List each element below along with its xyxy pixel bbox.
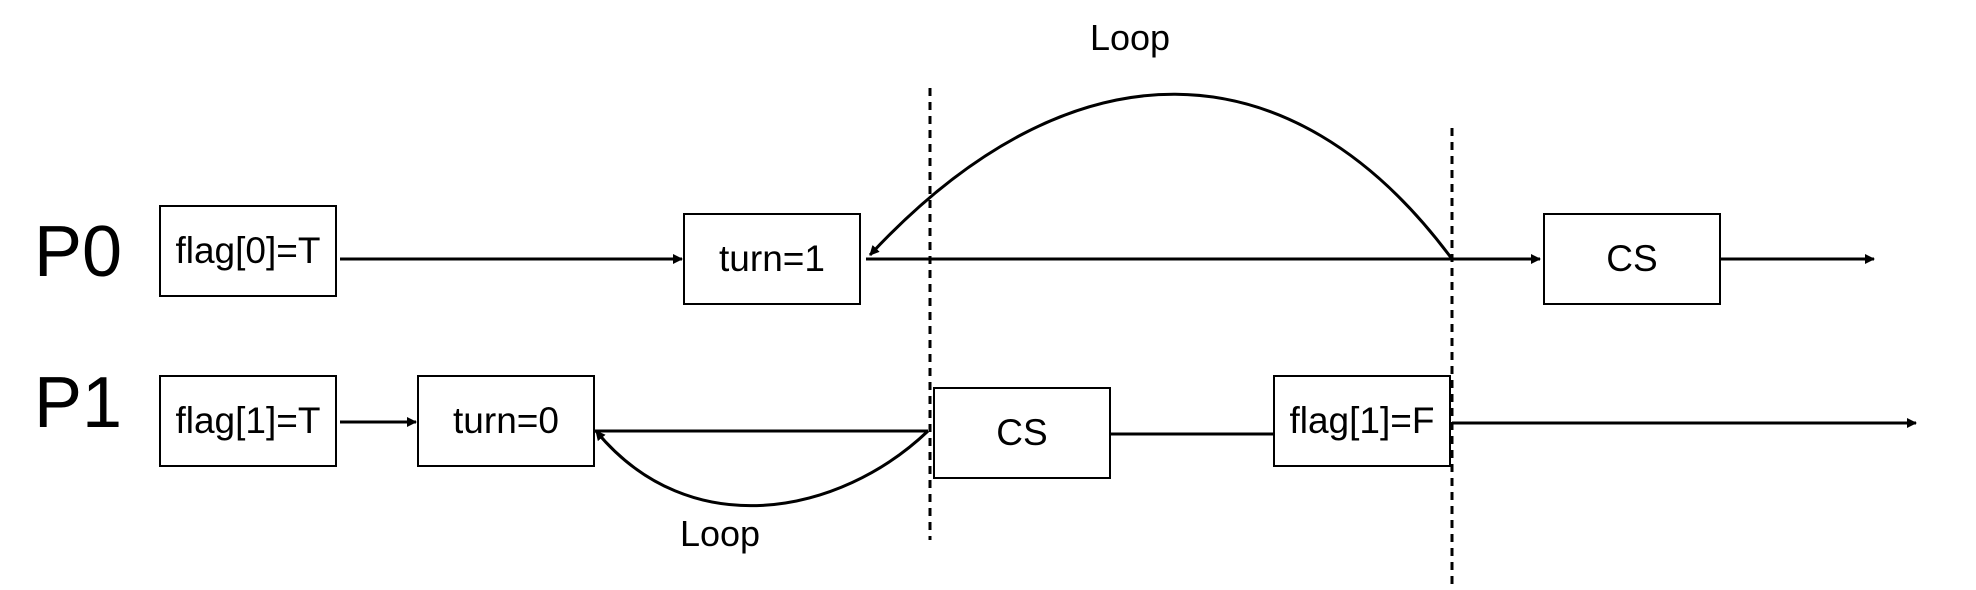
p1-loop-arrow — [594, 429, 930, 508]
p0-turn-label: turn=1 — [719, 238, 825, 279]
loop-label-p0: Loop — [1090, 17, 1170, 58]
p1-flag-false-label: flag[1]=F — [1289, 400, 1434, 441]
p1-turn-label: turn=0 — [453, 400, 559, 441]
p1-turn-box: turn=0 — [417, 375, 595, 467]
p0-cs-box: CS — [1543, 213, 1721, 305]
p1-cs-label: CS — [996, 412, 1047, 453]
loop-label-p1: Loop — [680, 513, 760, 554]
p0-flag-box: flag[0]=T — [159, 205, 337, 297]
p0-loop-arrow — [868, 92, 1454, 260]
p1-cs-box: CS — [933, 387, 1111, 479]
p1-flag-label: flag[1]=T — [175, 400, 320, 441]
process-label-p0: P0 — [34, 212, 122, 292]
p0-turn-box: turn=1 — [683, 213, 861, 305]
p0-cs-label: CS — [1606, 238, 1657, 279]
p1-flag-box: flag[1]=T — [159, 375, 337, 467]
process-label-p1: P1 — [34, 363, 122, 443]
p0-flag-label: flag[0]=T — [175, 230, 320, 271]
p1-flag-false-box: flag[1]=F — [1273, 375, 1451, 467]
